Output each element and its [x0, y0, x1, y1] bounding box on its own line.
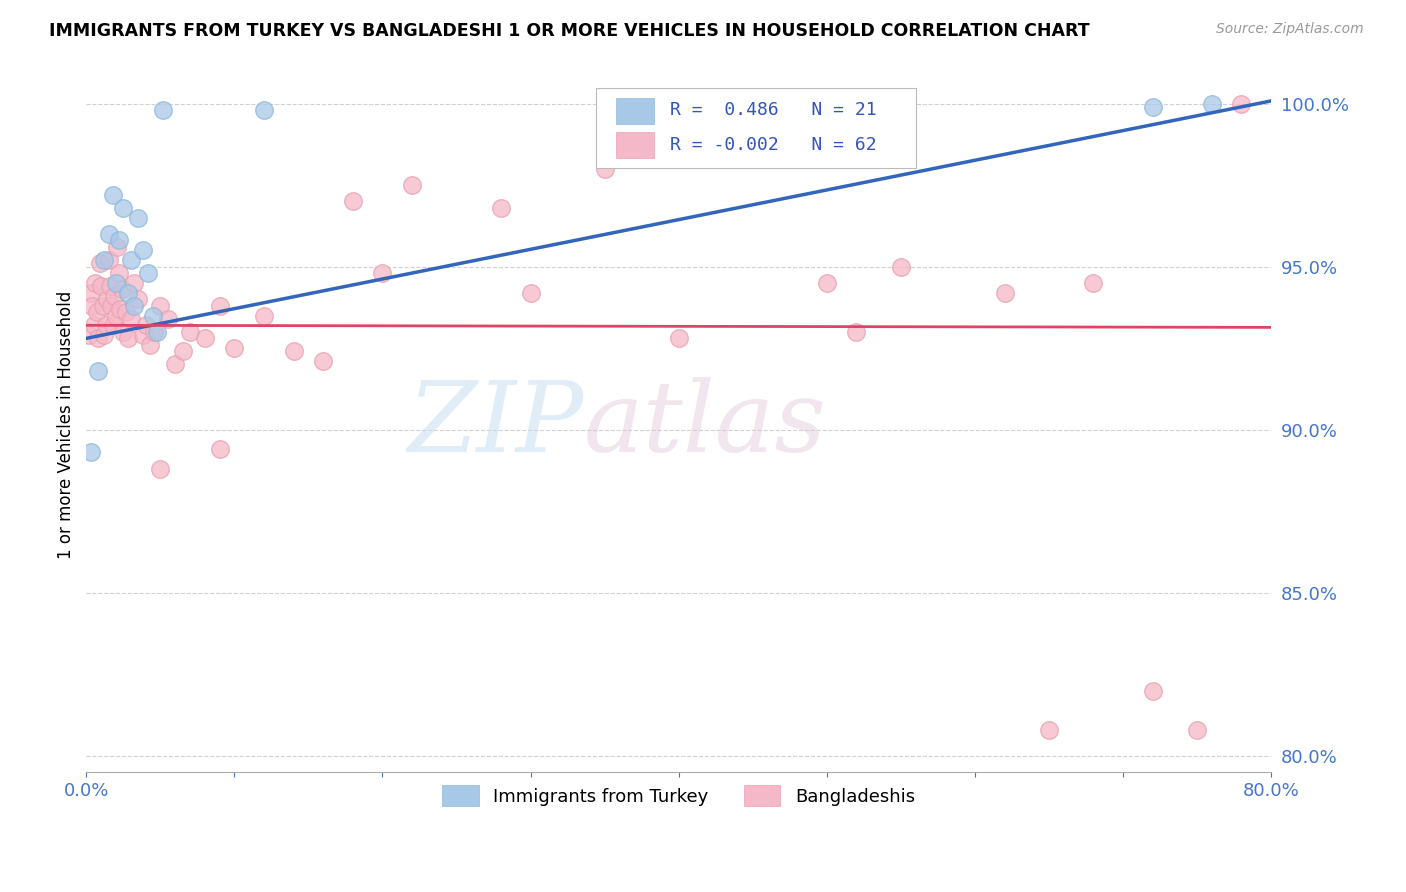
Point	[104, 309, 127, 323]
Point	[1201, 96, 1223, 111]
Point	[77, 328, 100, 343]
Y-axis label: 1 or more Vehicles in Household: 1 or more Vehicles in Household	[58, 291, 75, 559]
Point	[115, 305, 138, 319]
Point	[143, 325, 166, 339]
Point	[208, 442, 231, 457]
Point	[401, 178, 423, 192]
Point	[139, 338, 162, 352]
Text: ZIP: ZIP	[408, 377, 583, 473]
Point	[1083, 276, 1105, 290]
Point	[91, 299, 114, 313]
Point	[1185, 723, 1208, 737]
Point	[87, 364, 110, 378]
Point	[165, 358, 187, 372]
Text: Source: ZipAtlas.com: Source: ZipAtlas.com	[1216, 22, 1364, 37]
Point	[117, 331, 139, 345]
Point	[89, 256, 111, 270]
Point	[142, 309, 165, 323]
Point	[371, 266, 394, 280]
Point	[194, 331, 217, 345]
Point	[890, 260, 912, 274]
Point	[96, 292, 118, 306]
Point	[127, 211, 149, 225]
Point	[90, 279, 112, 293]
Text: IMMIGRANTS FROM TURKEY VS BANGLADESHI 1 OR MORE VEHICLES IN HOUSEHOLD CORRELATIO: IMMIGRANTS FROM TURKEY VS BANGLADESHI 1 …	[49, 22, 1090, 40]
Point	[108, 234, 131, 248]
Point	[253, 103, 276, 117]
Point	[131, 244, 153, 258]
Point	[156, 311, 179, 326]
Point	[127, 292, 149, 306]
Point	[93, 253, 115, 268]
Point	[146, 325, 169, 339]
Point	[80, 285, 103, 300]
Point	[149, 462, 172, 476]
Text: R =  0.486   N = 21: R = 0.486 N = 21	[671, 102, 877, 120]
Point	[105, 240, 128, 254]
Point	[120, 311, 142, 326]
Point	[668, 331, 690, 345]
FancyBboxPatch shape	[616, 132, 654, 159]
Point	[342, 194, 364, 209]
Point	[993, 285, 1015, 300]
Point	[80, 445, 103, 459]
Point	[172, 344, 194, 359]
Point	[253, 309, 276, 323]
Point	[86, 305, 108, 319]
Point	[122, 276, 145, 290]
Point	[135, 318, 157, 333]
Point	[84, 276, 107, 290]
Point	[120, 253, 142, 268]
Text: atlas: atlas	[583, 377, 827, 473]
Point	[112, 201, 135, 215]
Point	[519, 285, 541, 300]
Point	[489, 201, 512, 215]
Point	[94, 318, 117, 333]
Point	[312, 354, 335, 368]
Point	[103, 289, 125, 303]
Point	[815, 100, 838, 114]
Point	[97, 253, 120, 268]
Point	[100, 299, 122, 313]
FancyBboxPatch shape	[616, 98, 654, 124]
Point	[83, 318, 105, 333]
Point	[208, 299, 231, 313]
Point	[131, 328, 153, 343]
Point	[101, 187, 124, 202]
Point	[845, 325, 868, 339]
Point	[108, 266, 131, 280]
Point	[152, 103, 174, 117]
Point	[93, 328, 115, 343]
Point	[97, 227, 120, 241]
Point	[138, 266, 160, 280]
Text: R = -0.002   N = 62: R = -0.002 N = 62	[671, 136, 877, 153]
Point	[179, 325, 201, 339]
Point	[111, 282, 134, 296]
Point	[815, 276, 838, 290]
Point	[224, 341, 246, 355]
Point	[98, 279, 121, 293]
Point	[283, 344, 305, 359]
Point	[117, 285, 139, 300]
Point	[122, 299, 145, 313]
FancyBboxPatch shape	[596, 87, 915, 168]
Point	[1142, 683, 1164, 698]
Point	[101, 318, 124, 333]
Point	[110, 301, 132, 316]
Point	[149, 299, 172, 313]
Point	[1038, 723, 1060, 737]
Point	[104, 276, 127, 290]
Point	[82, 299, 104, 313]
Point	[1230, 96, 1253, 111]
Point	[593, 161, 616, 176]
Legend: Immigrants from Turkey, Bangladeshis: Immigrants from Turkey, Bangladeshis	[433, 776, 924, 815]
Point	[87, 331, 110, 345]
Point	[1142, 100, 1164, 114]
Point	[112, 325, 135, 339]
